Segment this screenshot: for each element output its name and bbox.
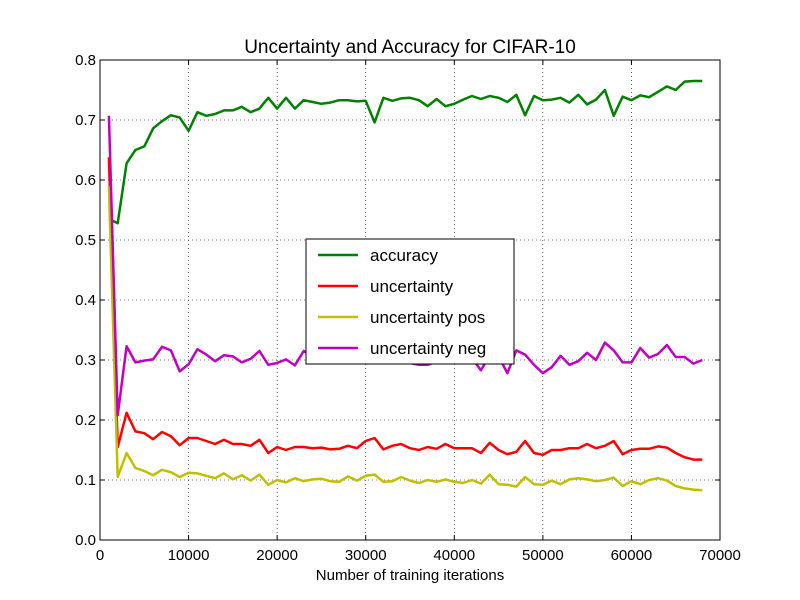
x-tick-label: 30000 bbox=[345, 547, 387, 564]
legend-label: uncertainty pos bbox=[370, 308, 485, 327]
y-tick-label: 0.6 bbox=[75, 172, 96, 189]
y-tick-label: 0.8 bbox=[75, 52, 96, 69]
x-tick-label: 70000 bbox=[699, 547, 741, 564]
y-tick-label: 0.4 bbox=[75, 292, 96, 309]
series-line-uncertainty bbox=[107, 157, 703, 461]
x-tick-label: 20000 bbox=[256, 547, 298, 564]
series-line-accuracy bbox=[108, 79, 703, 225]
series-line-uncertainty-pos bbox=[107, 185, 703, 492]
y-tick-label: 0.7 bbox=[75, 112, 96, 129]
x-tick-label: 40000 bbox=[433, 547, 475, 564]
y-tick-label: 0.3 bbox=[75, 352, 96, 369]
y-tick-label: 0.2 bbox=[75, 412, 96, 429]
x-tick-label: 10000 bbox=[168, 547, 210, 564]
x-axis-label: Number of training iterations bbox=[316, 567, 504, 584]
x-tick-label: 0 bbox=[96, 547, 104, 564]
x-tick-label: 60000 bbox=[611, 547, 653, 564]
legend-label: accuracy bbox=[370, 246, 439, 265]
y-tick-label: 0.0 bbox=[75, 532, 96, 549]
chart-title: Uncertainty and Accuracy for CIFAR-10 bbox=[244, 37, 576, 58]
y-tick-label: 0.5 bbox=[75, 232, 96, 249]
ticks: 0 10000 20000 30000 40000 50000 60000 70000 0.0 0… bbox=[75, 52, 741, 564]
legend-label: uncertainty bbox=[370, 277, 454, 296]
legend: accuracy uncertainty uncertainty pos uncert… bbox=[305, 238, 515, 365]
x-tick-label: 50000 bbox=[522, 547, 564, 564]
legend-box bbox=[305, 238, 515, 365]
legend-label: uncertainty neg bbox=[370, 339, 486, 358]
y-tick-label: 0.1 bbox=[75, 472, 96, 489]
